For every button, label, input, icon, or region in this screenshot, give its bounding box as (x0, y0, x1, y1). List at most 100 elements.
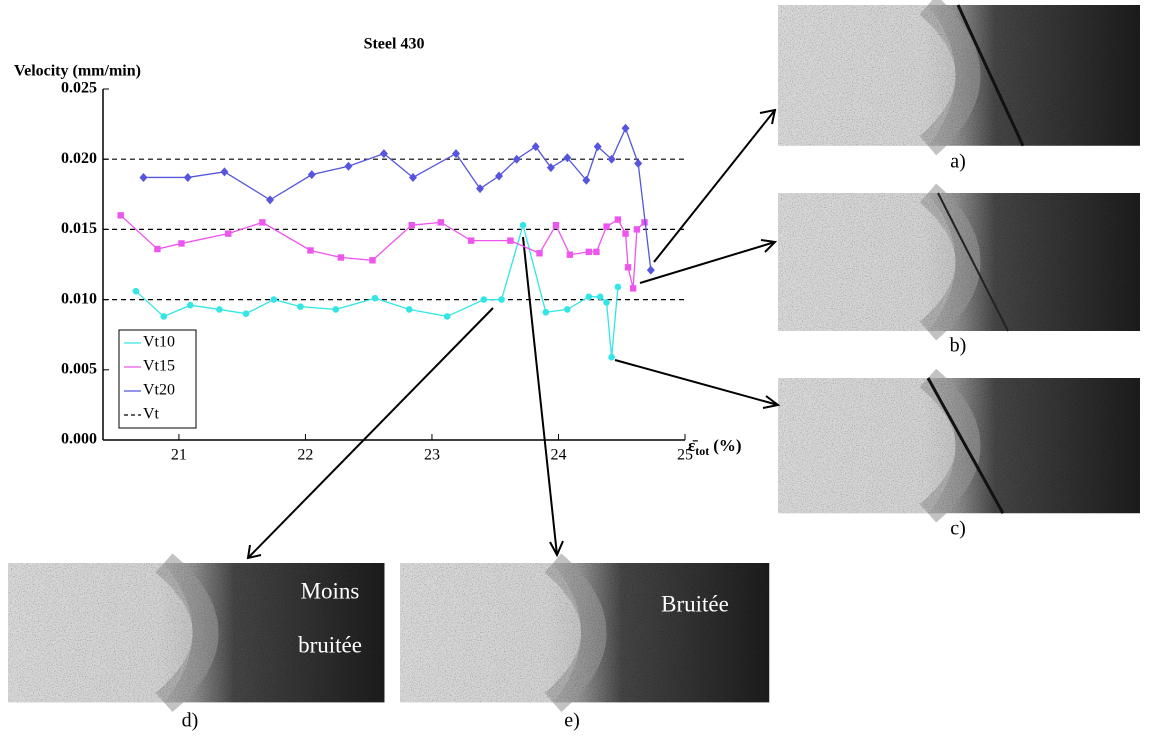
point (270, 296, 278, 303)
caption: a) (950, 151, 966, 173)
point (507, 237, 514, 244)
legend-label: Vt10 (143, 334, 175, 351)
legend-label: Vt20 (143, 382, 175, 399)
point (624, 264, 632, 271)
overlay-text: bruitée (298, 632, 362, 657)
caption: b) (950, 335, 967, 357)
point (183, 172, 192, 182)
point (369, 257, 376, 264)
point (536, 250, 543, 257)
y-tick-label: 0.010 (61, 290, 97, 307)
panel-c (778, 378, 1140, 513)
point (495, 171, 504, 181)
x-tick-label: 23 (424, 447, 440, 464)
point (593, 142, 602, 152)
point (622, 230, 629, 237)
point (498, 296, 505, 303)
legend-label: Vt15 (143, 358, 175, 375)
point (160, 313, 168, 320)
point (614, 216, 622, 223)
point (563, 153, 572, 163)
point (531, 142, 540, 152)
point (629, 285, 637, 292)
point (225, 230, 232, 237)
x-tick-label: 25 (677, 447, 693, 464)
panel-a (778, 5, 1140, 146)
point (307, 247, 314, 254)
chart-title: Steel 430 (364, 36, 425, 53)
point (344, 161, 353, 171)
series-line (135, 222, 619, 358)
point (242, 310, 250, 317)
point (259, 219, 266, 226)
point (451, 149, 460, 159)
point (564, 306, 571, 313)
point (621, 123, 630, 133)
point (593, 248, 600, 256)
y-tick-label: 0.025 (61, 80, 97, 97)
x-label-symbol: ε̄ (688, 436, 698, 455)
y-tick-label: 0.005 (61, 360, 97, 377)
legend-box (118, 329, 197, 429)
arrows (246, 108, 781, 560)
point (634, 158, 643, 168)
point (552, 221, 560, 229)
point (542, 308, 550, 316)
point (467, 237, 475, 244)
x-tick-label: 22 (297, 447, 313, 464)
caption: d) (182, 710, 199, 732)
point (603, 223, 610, 230)
point (437, 219, 445, 226)
point (187, 301, 194, 309)
point (132, 287, 140, 295)
point (297, 303, 304, 310)
point (220, 167, 229, 177)
point (585, 293, 593, 301)
point (582, 175, 591, 185)
x-label-subscript: tot (695, 444, 709, 458)
point (566, 251, 574, 258)
panel-b (778, 193, 1140, 331)
point (546, 163, 555, 173)
point (476, 184, 485, 194)
x-axis-label: ε̄tot (%) (688, 436, 742, 458)
point (178, 240, 185, 247)
panel-e (400, 563, 769, 702)
point (603, 299, 610, 306)
y-tick-label: 0.020 (61, 150, 97, 167)
y-axis-label: Velocity (mm/min) (14, 63, 141, 80)
point (408, 221, 415, 229)
point (641, 219, 648, 226)
caption: e) (564, 710, 580, 732)
point (307, 170, 316, 180)
point (585, 248, 593, 256)
point (633, 226, 641, 233)
point (443, 313, 451, 320)
point (117, 212, 124, 219)
point (646, 265, 655, 275)
x-tick-label: 24 (550, 447, 566, 464)
series-line (120, 214, 645, 289)
series-line (143, 126, 652, 271)
point (512, 154, 521, 164)
y-tick-label: 0.015 (61, 220, 97, 237)
legend-label: Vt (143, 406, 160, 423)
point (337, 254, 345, 261)
point (266, 195, 275, 205)
point (519, 221, 527, 229)
y-tick-label: 0.000 (61, 431, 97, 448)
caption: c) (950, 518, 966, 540)
point (614, 283, 622, 291)
point (379, 149, 388, 159)
point (608, 353, 615, 361)
point (596, 293, 604, 301)
x-label-unit: (%) (713, 436, 741, 455)
point (216, 306, 223, 313)
x-tick-label: 21 (171, 447, 187, 464)
point (139, 172, 148, 182)
point (154, 245, 161, 253)
overlay-text: Bruitée (661, 591, 729, 616)
point (405, 306, 413, 313)
